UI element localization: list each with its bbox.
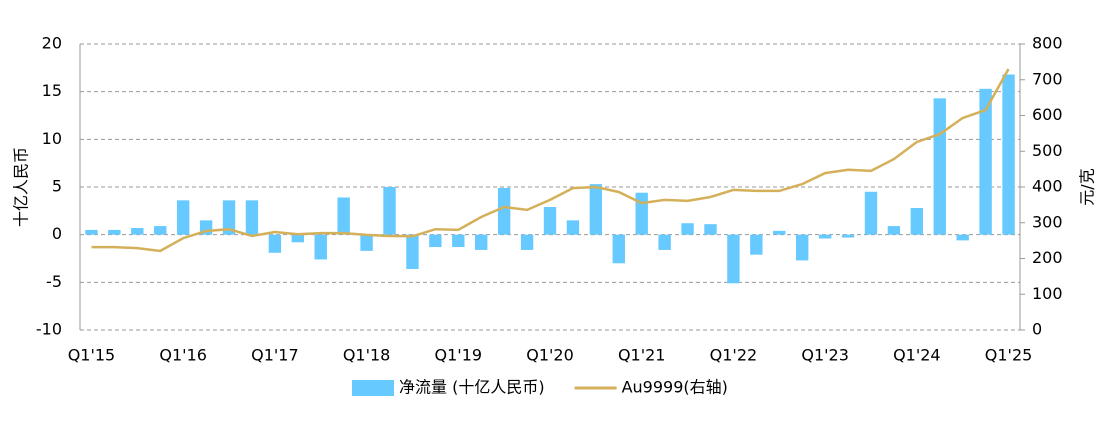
bar <box>589 184 603 235</box>
y2-tick-label: 600 <box>1032 105 1063 124</box>
bar <box>796 234 809 261</box>
x-tick-label: Q1'23 <box>801 346 849 365</box>
y2-tick-label: 300 <box>1032 212 1063 231</box>
legend-label: 净流量 (十亿人民币) <box>399 378 545 397</box>
y-tick-label: 10 <box>42 129 62 148</box>
y-tick-label: -5 <box>46 272 62 291</box>
x-tick-label: Q1'25 <box>985 346 1033 365</box>
y2-tick-label: 400 <box>1032 177 1063 196</box>
bar <box>818 234 832 239</box>
x-tick-label: Q1'20 <box>526 346 574 365</box>
bar <box>383 187 396 235</box>
bar <box>910 207 924 235</box>
bar <box>154 226 167 235</box>
bar <box>475 234 488 250</box>
legend-label: Au9999(右轴) <box>622 378 728 397</box>
x-tick-label: Q1'21 <box>618 346 666 365</box>
bar <box>268 234 282 253</box>
bar <box>727 234 740 284</box>
y2-tick-label: 800 <box>1032 34 1063 53</box>
bar <box>337 197 350 235</box>
y2-axis-title: 元/克 <box>1078 168 1097 205</box>
bar <box>85 229 98 235</box>
y2-tick-label: 500 <box>1032 141 1063 160</box>
y2-tick-label: 700 <box>1032 69 1063 88</box>
y2-tick-label: 100 <box>1032 284 1063 303</box>
line-series <box>91 68 1010 253</box>
bar <box>773 230 786 235</box>
y2-tick-label: 0 <box>1032 320 1042 339</box>
bar <box>406 234 419 269</box>
legend-swatch <box>352 380 394 396</box>
bar <box>429 234 442 248</box>
bar <box>864 191 878 235</box>
bar <box>543 207 557 235</box>
x-tick-label: Q1'17 <box>251 346 299 365</box>
bar <box>956 234 969 241</box>
x-tick-label: Q1'16 <box>159 346 207 365</box>
bar <box>681 223 694 235</box>
bar <box>314 234 327 260</box>
bar <box>520 234 534 250</box>
bar <box>131 227 144 235</box>
y-tick-label: 15 <box>42 81 62 100</box>
bar <box>704 224 717 235</box>
bar <box>176 200 190 235</box>
x-tick-label: Q1'19 <box>435 346 483 365</box>
y-tick-label: 20 <box>42 34 62 53</box>
x-tick-label: Q1'22 <box>710 346 758 365</box>
y-tick-label: -10 <box>36 320 62 339</box>
bar <box>108 229 121 235</box>
bar <box>452 234 465 248</box>
bar <box>887 226 901 235</box>
bar <box>1002 74 1015 235</box>
x-tick-label: Q1'15 <box>68 346 116 365</box>
bar <box>979 88 992 235</box>
y-tick-label: 5 <box>52 177 62 196</box>
bar <box>360 234 373 251</box>
bar <box>222 200 236 235</box>
x-tick-label: Q1'24 <box>893 346 941 365</box>
bar <box>750 234 763 255</box>
bar <box>291 234 304 243</box>
bar <box>658 234 671 250</box>
y2-tick-label: 200 <box>1032 248 1063 267</box>
bar <box>497 187 511 235</box>
x-tick-label: Q1'18 <box>343 346 391 365</box>
bar <box>933 98 946 235</box>
bar <box>612 234 625 264</box>
bar <box>566 220 580 235</box>
y-tick-label: 0 <box>52 224 62 243</box>
bar <box>635 192 648 235</box>
y-axis-title: 十亿人民币 <box>12 147 31 227</box>
bar <box>841 234 855 238</box>
bar <box>245 200 259 235</box>
